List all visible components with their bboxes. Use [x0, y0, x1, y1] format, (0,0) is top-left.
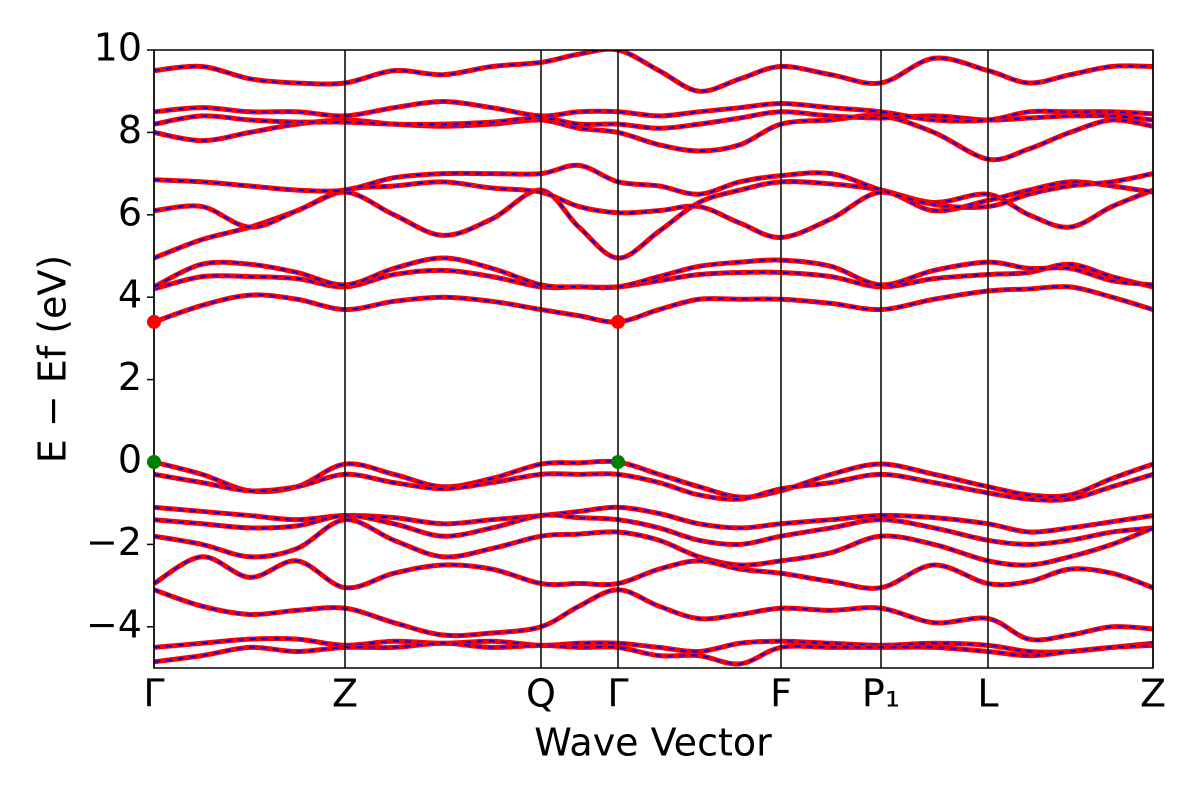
y-tick-label: −2 [86, 520, 142, 564]
x-tick-label: Γ [607, 672, 628, 716]
plot-area [154, 50, 1153, 667]
band-overlay [154, 100, 1153, 123]
band-overlay [154, 555, 1153, 590]
band-line [154, 50, 1153, 94]
band-edge-marker [611, 314, 625, 329]
x-tick-label: Γ [143, 672, 164, 716]
axes: Γ Z Q Γ F P₁ L Z −4 −2 0 2 4 6 8 10 [86, 26, 1166, 716]
x-tick-label: P₁ [862, 672, 900, 716]
y-tick-label: 8 [118, 108, 142, 152]
band-line [154, 162, 1153, 210]
band-edge-marker [611, 455, 625, 469]
band-line [154, 512, 1153, 548]
band-overlay [154, 114, 1153, 161]
band-edge-marker [147, 455, 161, 469]
band-edge-marker [147, 314, 161, 329]
y-tick-label: 2 [118, 355, 142, 399]
x-axis-label: Wave Vector [534, 721, 772, 765]
band-overlay [154, 518, 1153, 567]
band-overlay [154, 180, 1153, 239]
band-overlay [154, 257, 1153, 289]
band-line [154, 284, 1153, 325]
band-overlay [154, 506, 1153, 534]
band-line [154, 458, 1153, 500]
band-overlay [154, 588, 1153, 641]
band-overlay [154, 637, 1153, 654]
band-overlay [154, 642, 1153, 665]
band-overlay [154, 472, 1153, 502]
band-overlay [154, 110, 1153, 130]
x-tick-label: Z [1140, 672, 1166, 716]
y-tick-label: 0 [118, 438, 142, 482]
y-tick-label: 10 [94, 26, 142, 70]
y-tick-label: −4 [86, 602, 142, 646]
x-tick-label: Q [526, 672, 556, 716]
plot-frame [153, 49, 1154, 669]
x-tick-label: F [770, 672, 792, 716]
band-overlay [154, 180, 1153, 260]
y-axis-label: E − Ef (eV) [31, 255, 75, 464]
band-line [154, 471, 1153, 503]
band-overlay [154, 263, 1153, 290]
y-tick-label: 6 [118, 190, 142, 234]
x-tick-label: L [977, 672, 998, 716]
band-overlay [154, 50, 1153, 93]
band-line [154, 587, 1153, 643]
band-overlay [154, 285, 1153, 324]
y-tick-label: 4 [118, 273, 142, 317]
band-line [154, 179, 1153, 261]
x-tick-label: Z [332, 672, 358, 716]
